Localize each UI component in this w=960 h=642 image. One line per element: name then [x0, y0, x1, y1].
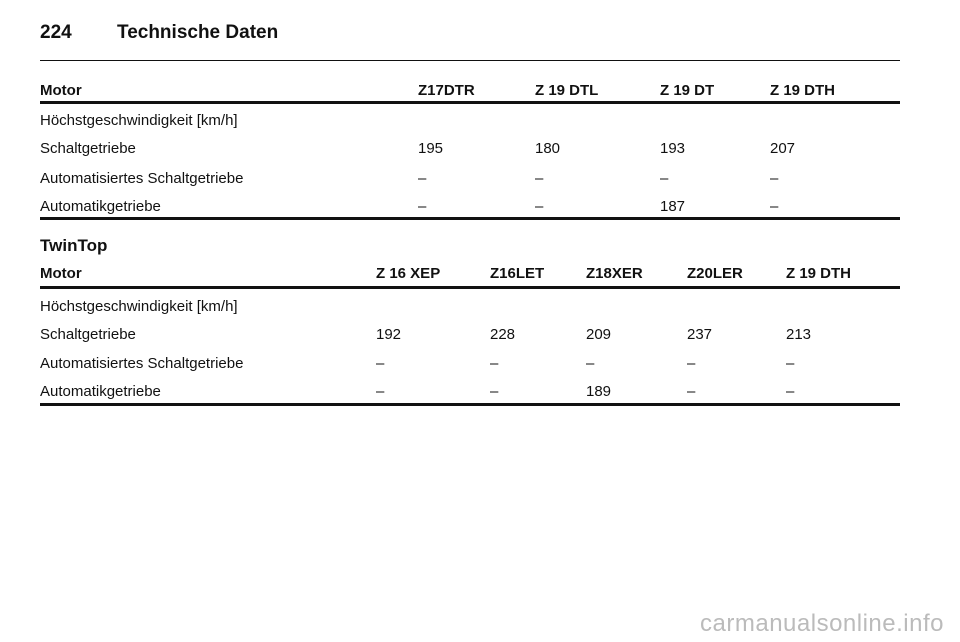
- table-cell: –: [418, 198, 427, 215]
- table-cell: –: [786, 383, 795, 400]
- table-cell: 192: [376, 326, 402, 343]
- table-cell: –: [786, 355, 795, 372]
- column-header: Motor: [40, 265, 82, 282]
- table-cell: Automatisiertes Schaltgetriebe: [40, 170, 244, 187]
- table-cell: –: [535, 170, 544, 187]
- header-rule: [40, 101, 900, 104]
- column-header: Z17DTR: [418, 82, 475, 99]
- table-cell: –: [586, 355, 595, 372]
- column-header: Z20LER: [687, 265, 743, 282]
- section-title: TwinTop: [40, 236, 108, 255]
- table-cell: Schaltgetriebe: [40, 140, 136, 157]
- table-cell: 193: [660, 140, 686, 157]
- table-cell: –: [376, 383, 385, 400]
- table-cell: –: [418, 170, 427, 187]
- table-cell: 195: [418, 140, 444, 157]
- table-cell: –: [490, 383, 499, 400]
- table-cell: Automatikgetriebe: [40, 198, 161, 215]
- table-cell: –: [770, 198, 779, 215]
- table-cell: Automatikgetriebe: [40, 383, 161, 400]
- table-cell: Schaltgetriebe: [40, 326, 136, 343]
- page-title: Technische Daten: [117, 22, 279, 43]
- table-cell: 213: [786, 326, 812, 343]
- table-cell: –: [687, 383, 696, 400]
- table-cell: –: [376, 355, 385, 372]
- column-header: Z 19 DT: [660, 82, 715, 99]
- table-cell: –: [660, 170, 669, 187]
- table-cell: –: [687, 355, 696, 372]
- column-header: Z 16 XEP: [376, 265, 441, 282]
- column-header: Z 19 DTH: [770, 82, 836, 99]
- table-cell: Höchstgeschwindigkeit [km/h]: [40, 298, 238, 315]
- column-header: Z 19 DTH: [786, 265, 852, 282]
- page-number: 224: [40, 22, 72, 43]
- table-cell: –: [490, 355, 499, 372]
- column-header: Motor: [40, 82, 82, 99]
- column-header: Z16LET: [490, 265, 545, 282]
- column-header: Z 19 DTL: [535, 82, 599, 99]
- table-cell: 237: [687, 326, 713, 343]
- table-cell: 207: [770, 140, 796, 157]
- table-cell: –: [535, 198, 544, 215]
- table-cell: 189: [586, 383, 612, 400]
- watermark: carmanualsonline.info: [700, 610, 944, 637]
- header-rule: [40, 286, 900, 289]
- table-cell: 209: [586, 326, 612, 343]
- column-header: Z18XER: [586, 265, 643, 282]
- table-cell: Höchstgeschwindigkeit [km/h]: [40, 112, 238, 129]
- table-cell: 187: [660, 198, 686, 215]
- table-cell: 180: [535, 140, 561, 157]
- table-cell: –: [770, 170, 779, 187]
- table-cell: Automatisiertes Schaltgetriebe: [40, 355, 244, 372]
- table-end-rule: [40, 403, 900, 406]
- table-end-rule: [40, 217, 900, 220]
- header-rule: [40, 60, 900, 61]
- table-cell: 228: [490, 326, 516, 343]
